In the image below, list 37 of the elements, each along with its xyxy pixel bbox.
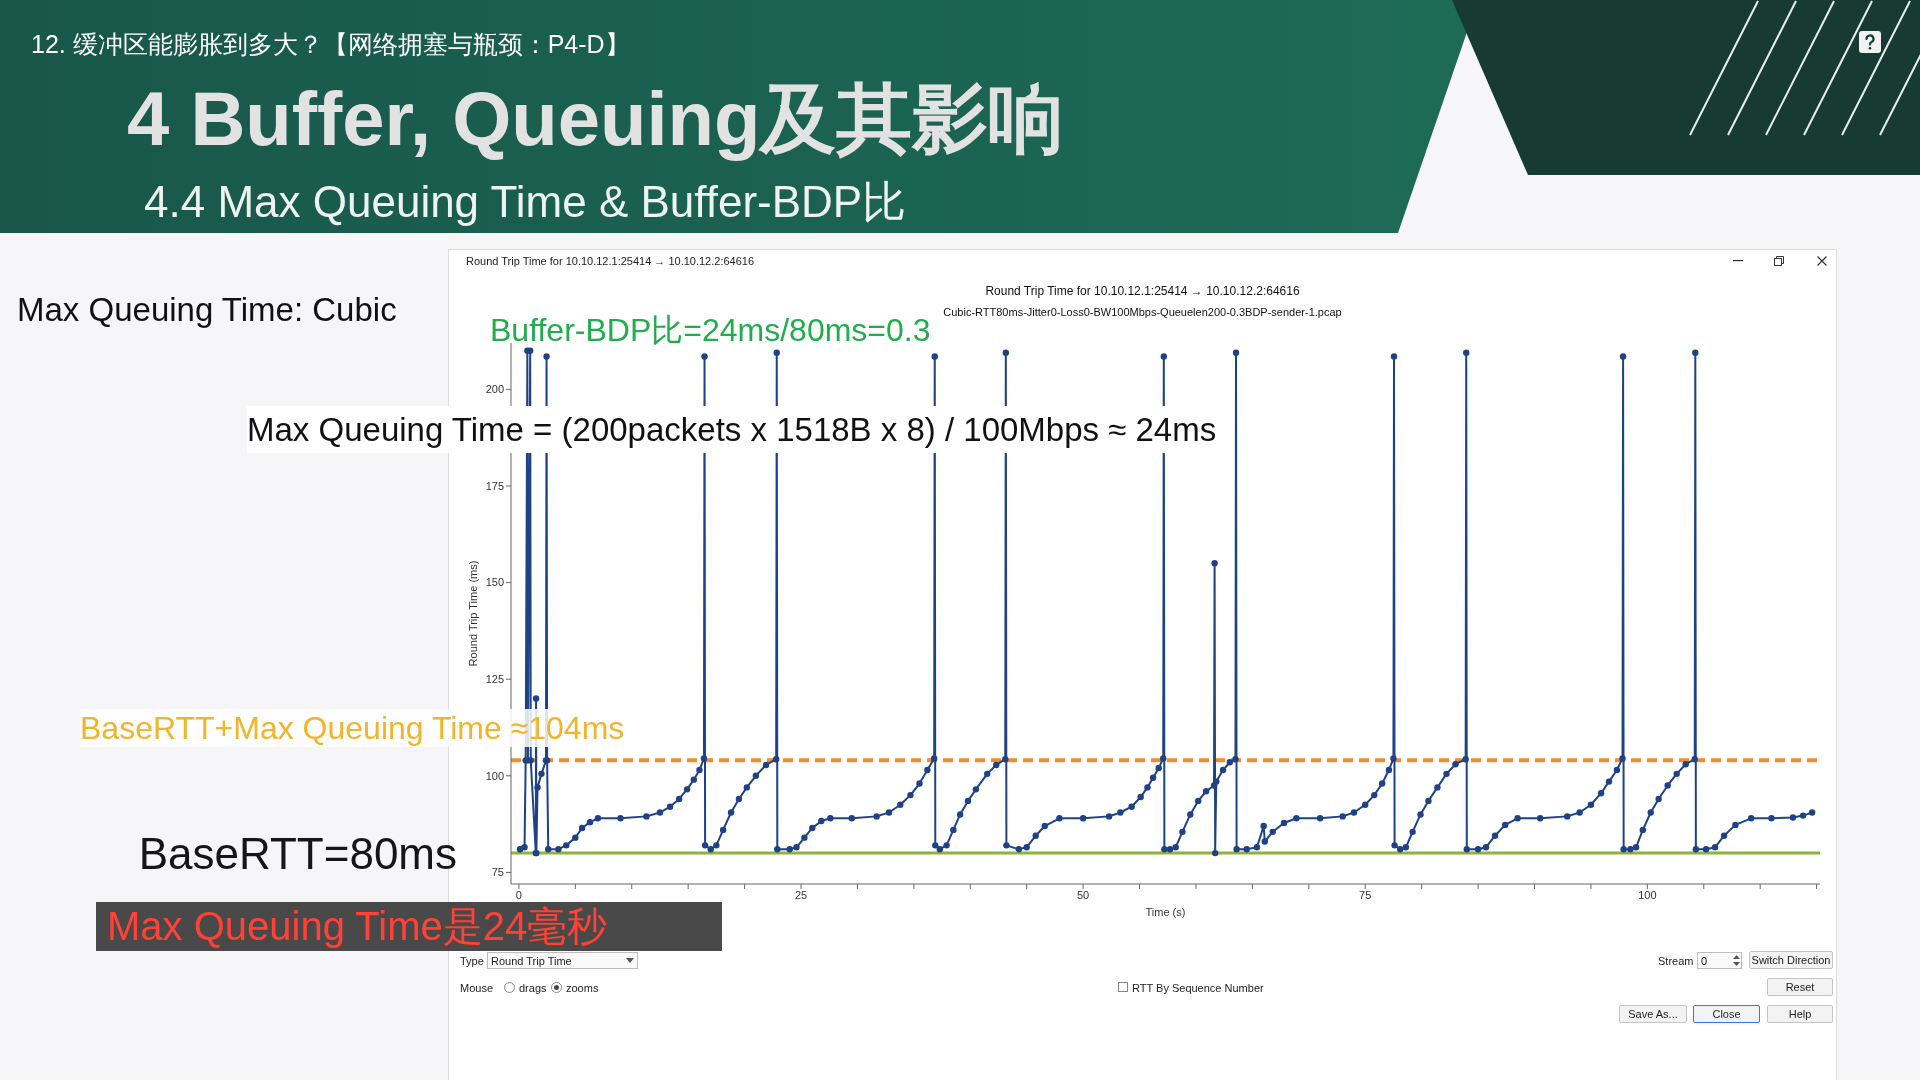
text: 0: [1701, 954, 1708, 967]
text: 4.4 Max Queuing Time & Buffer-BDP比: [144, 175, 907, 228]
text: zooms: [566, 981, 599, 994]
chart-title: Round Trip Time for 10.10.12.1:25414 → 10.10.12.2:64616: [985, 284, 1300, 298]
text: Max Queuing Time: Cubic: [17, 291, 397, 329]
x-axis-title: Time (s): [1145, 906, 1186, 918]
y-tick-label: 150: [485, 576, 504, 589]
text: 12. 缓冲区能膨胀到多大？【网络拥塞与瓶颈：P4-D】: [31, 28, 630, 60]
annotation: Buffer-BDP比=24ms/80ms=0.3: [490, 311, 931, 350]
text: drags: [519, 981, 547, 994]
text: Type: [460, 954, 484, 967]
ref-line-label: BaseRTT=80ms: [138, 827, 457, 880]
text: Help: [1788, 1008, 1812, 1020]
y-tick-label: 200: [485, 383, 504, 396]
x-tick-label: 100: [1638, 888, 1657, 901]
text: Round Trip Time: [491, 954, 572, 967]
x-tick-label: 0: [515, 888, 522, 901]
text: 4 Buffer, Queuing及其影响: [127, 74, 1065, 163]
y-tick-label: 100: [485, 769, 504, 782]
text: Close: [1712, 1008, 1741, 1020]
y-tick-label: 125: [485, 673, 504, 686]
x-tick-label: 25: [794, 888, 808, 901]
text: Stream: [1658, 954, 1694, 967]
x-tick-label: 75: [1359, 888, 1372, 901]
chart-subtitle: Cubic-RTT80ms-Jitter0-Loss0-BW100Mbps-Queuelen200-0.3BDP-sender-1.pcap: [943, 306, 1342, 318]
y-tick-label: 75: [491, 866, 504, 879]
y-tick-label: 175: [485, 479, 504, 492]
text: RTT By Sequence Number: [1132, 981, 1264, 994]
x-tick-label: 50: [1077, 888, 1090, 901]
text: Mouse: [460, 981, 494, 994]
text: Save As...: [1628, 1008, 1678, 1020]
y-axis-title: Round Trip Time (ms): [467, 560, 479, 667]
text: Max Queuing Time是24毫秒: [107, 903, 608, 950]
ref-line-label: BaseRTT+Max Queuing Time ≈104ms: [80, 709, 625, 748]
text: Round Trip Time for 10.10.12.1:25414 → 10.10.12.2:64616: [466, 255, 755, 267]
annotation: Max Queuing Time = (200packets x 1518B x 8) / 100Mbps ≈ 24ms: [247, 406, 1217, 453]
text: Reset: [1785, 981, 1815, 993]
